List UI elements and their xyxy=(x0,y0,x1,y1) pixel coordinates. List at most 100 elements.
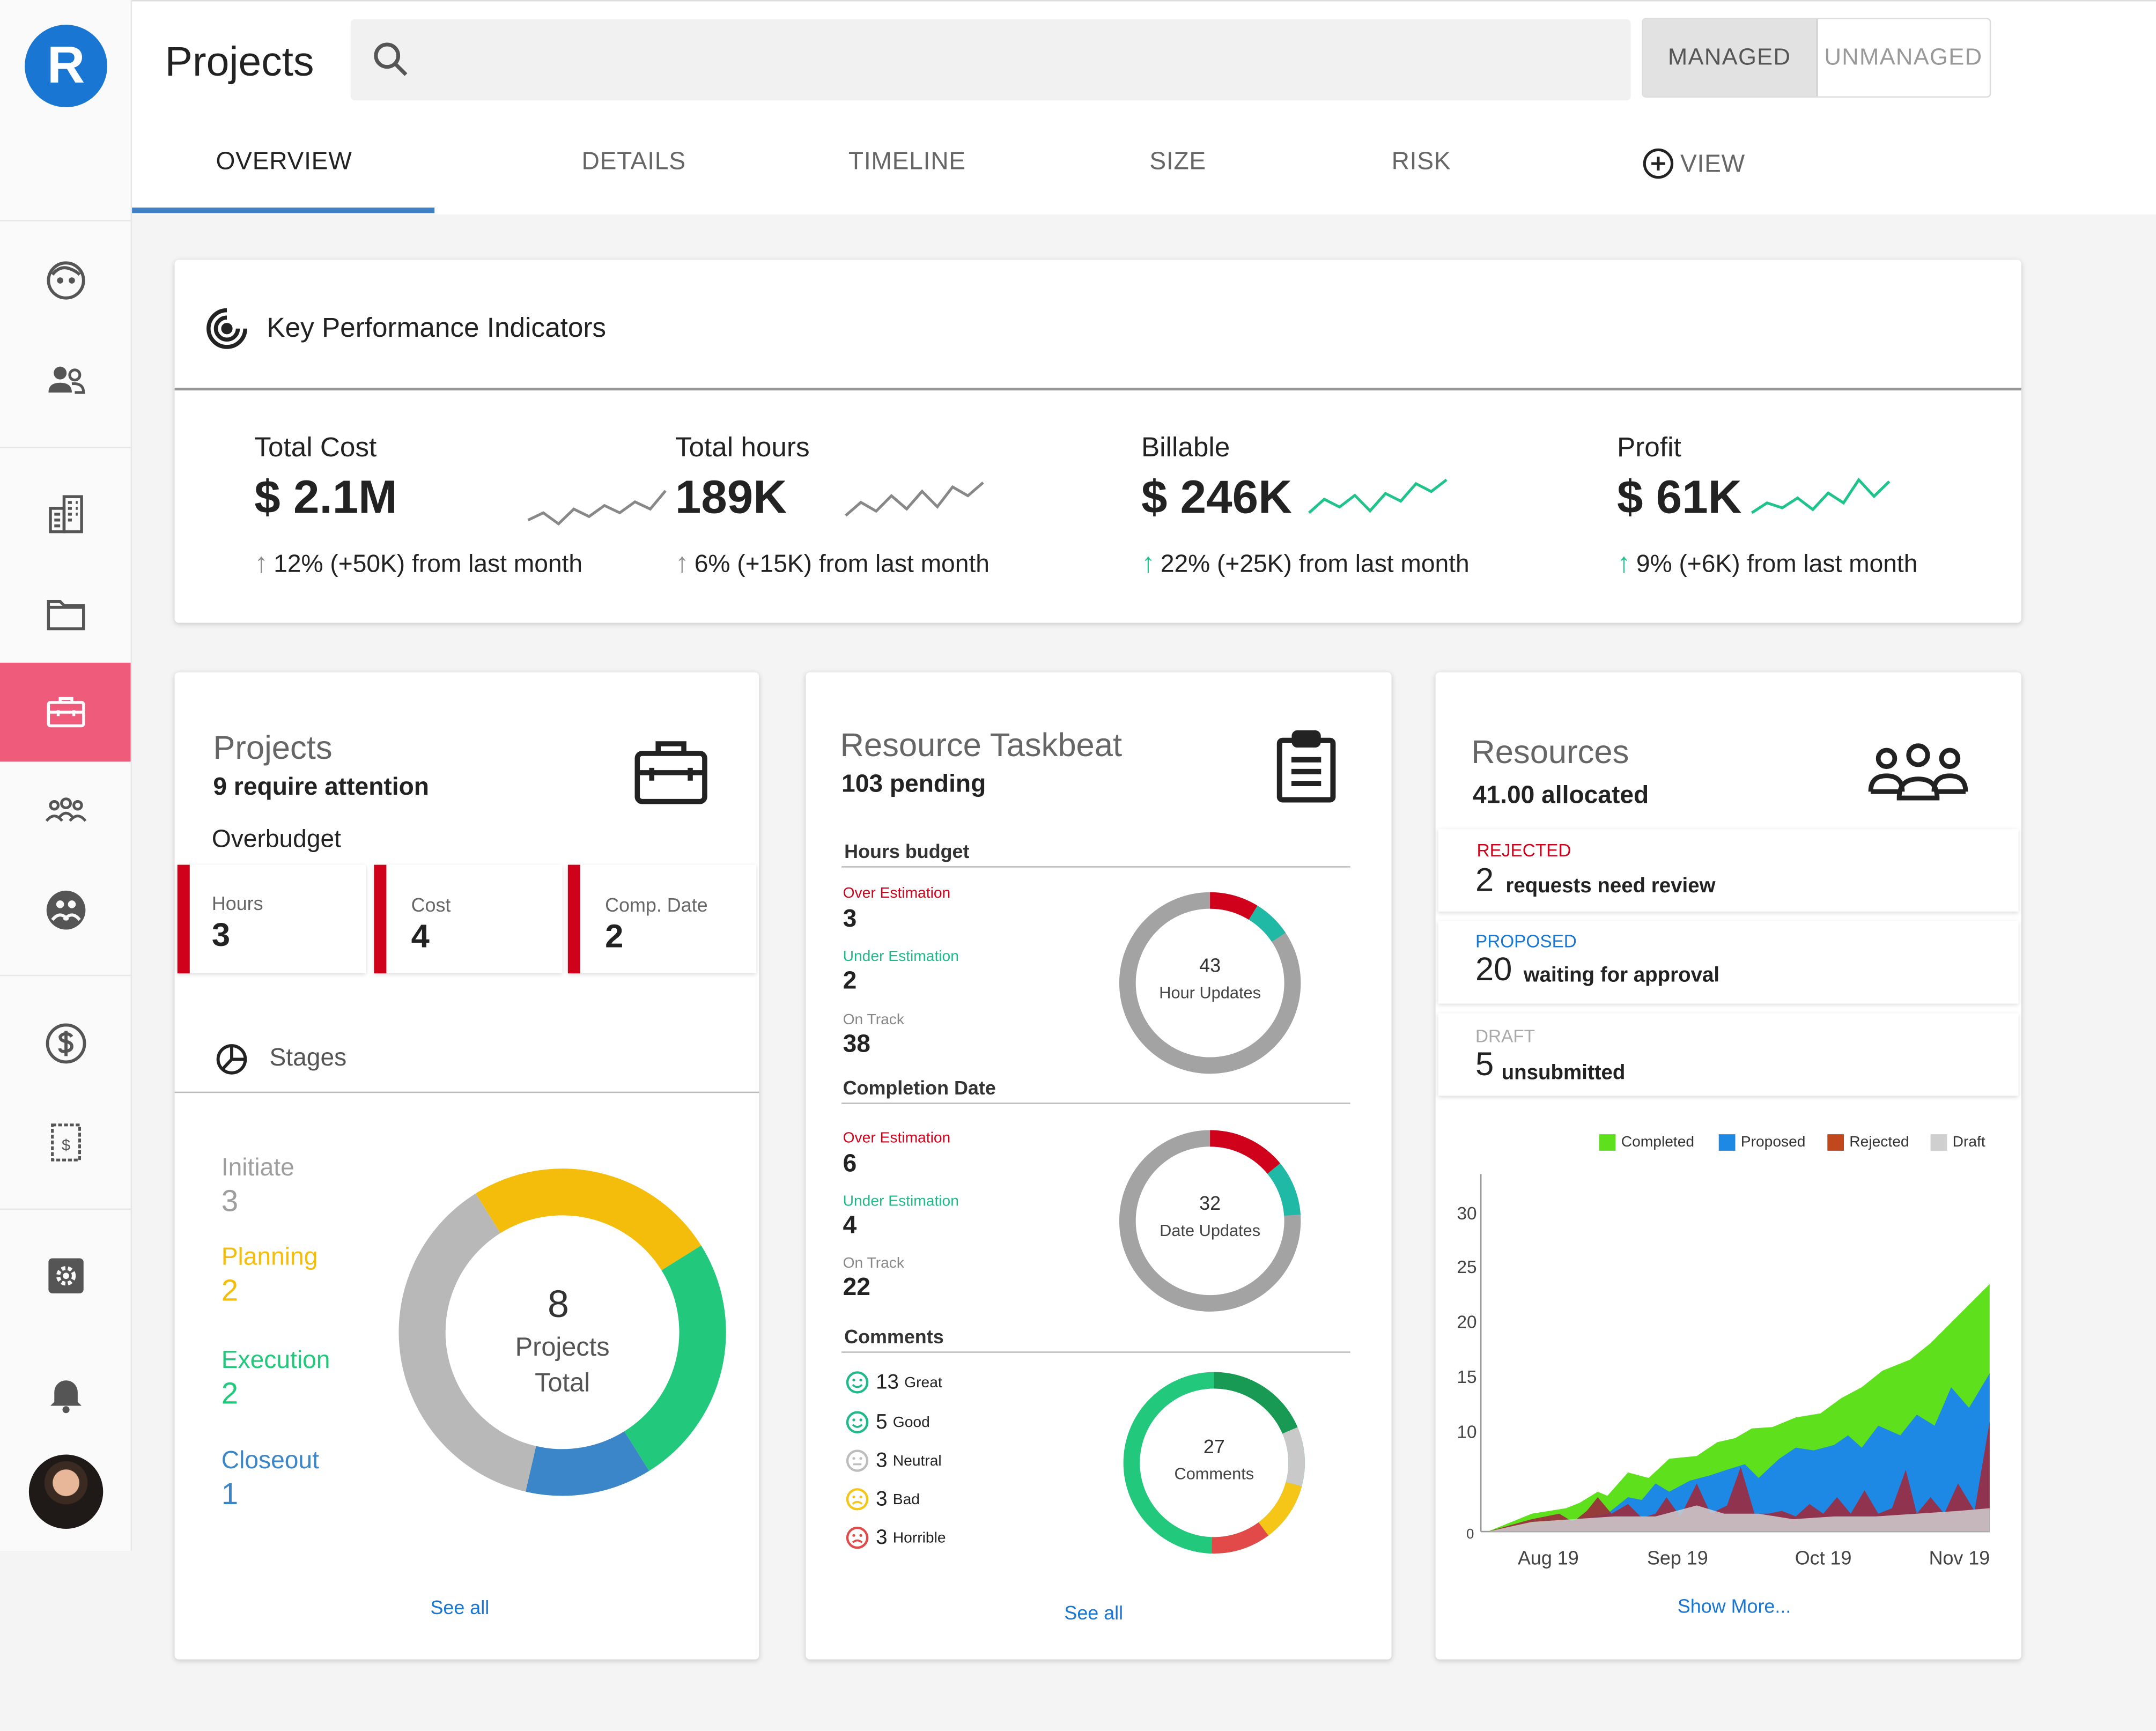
stage-arc xyxy=(525,1431,649,1496)
search-icon xyxy=(374,42,408,76)
taskbeat-subtitle: 103 pending xyxy=(841,770,986,798)
legend-item[interactable]: Proposed xyxy=(1718,1134,1806,1151)
kpi-card: Key Performance Indicators Total Cost $ 2… xyxy=(174,260,2021,623)
hours-donut-chart: 43 Hour Updates xyxy=(1119,892,1301,1074)
completion-title: Completion Date xyxy=(843,1076,996,1099)
resources-subtitle: 41.00 allocated xyxy=(1472,781,1649,809)
taskbeat-title: Resource Taskbeat xyxy=(840,727,1123,765)
legend-item[interactable]: Rejected xyxy=(1827,1134,1909,1151)
nav-bell-icon[interactable] xyxy=(0,1356,131,1433)
comment-item: 5 Good xyxy=(846,1410,930,1434)
kpi-sparkline-line xyxy=(1308,478,1448,514)
nav-folder-icon[interactable] xyxy=(0,575,131,652)
x-tick-label: Sep 19 xyxy=(1647,1548,1708,1569)
area-draft xyxy=(1488,1505,1990,1532)
completion-track-label: On Track xyxy=(843,1255,905,1272)
nav-users-icon[interactable] xyxy=(0,342,131,419)
stages-divider xyxy=(174,1091,759,1093)
nav-settings-icon[interactable] xyxy=(0,1237,131,1314)
comment-count: 3 xyxy=(876,1449,888,1473)
search-input[interactable] xyxy=(350,19,1631,101)
managed-button[interactable]: MANAGED xyxy=(1643,19,1818,97)
comments-divider xyxy=(841,1351,1350,1353)
stages-donut-label-1: Projects xyxy=(515,1333,610,1362)
completion-track-arc xyxy=(1119,1130,1301,1312)
comments-horrible-arc xyxy=(1123,1372,1305,1554)
tab-details[interactable]: DETAILS xyxy=(581,147,686,175)
proposed-box[interactable]: PROPOSED 20 waiting for approval xyxy=(1438,921,2019,1004)
kpi-sparkline xyxy=(1751,477,1891,514)
stage-arc xyxy=(624,1245,726,1471)
arrow-up-icon: ↑ xyxy=(254,548,268,579)
x-tick-label: Oct 19 xyxy=(1795,1548,1852,1569)
hours-over-label: Over Estimation xyxy=(843,885,951,902)
draft-box[interactable]: DRAFT 5 unsubmitted xyxy=(1438,1013,2019,1096)
overbudget-cost[interactable]: Cost 4 xyxy=(374,864,562,974)
completion-over-label: Over Estimation xyxy=(843,1130,951,1147)
overbudget-comp-date[interactable]: Comp. Date 2 xyxy=(567,864,756,974)
stage-value: 3 xyxy=(221,1183,239,1218)
page-title: Projects xyxy=(165,40,314,85)
arrow-up-icon: ↑ xyxy=(1141,548,1155,579)
stages-donut-label-2: Total xyxy=(535,1368,590,1397)
nav-dollar-icon[interactable] xyxy=(0,1005,131,1082)
unmanaged-button[interactable]: UNMANAGED xyxy=(1824,44,1983,70)
kpi-change: ↑ 6% (+15K) from last month xyxy=(675,549,990,580)
overbudget-hours-value: 3 xyxy=(211,917,231,955)
comments-center-value: 27 xyxy=(1203,1436,1225,1458)
tab-risk[interactable]: RISK xyxy=(1391,147,1451,175)
app-logo[interactable]: R xyxy=(25,25,107,107)
resources-title: Resources xyxy=(1471,734,1629,772)
legend-item[interactable]: Draft xyxy=(1930,1134,1985,1151)
projects-see-all-link[interactable]: See all xyxy=(430,1596,490,1618)
nav-team-icon[interactable] xyxy=(0,773,131,850)
resources-show-more-link[interactable]: Show More... xyxy=(1677,1595,1791,1617)
overbudget-hours[interactable]: Hours 3 xyxy=(177,864,366,974)
nav-buildings-icon[interactable] xyxy=(0,476,131,553)
hours-center-label: Hour Updates xyxy=(1159,983,1261,1002)
legend-item[interactable]: Completed xyxy=(1599,1134,1694,1151)
rejected-text: requests need review xyxy=(1505,874,1716,898)
overbudget-comp-date-value: 2 xyxy=(605,918,624,956)
sidebar-divider xyxy=(0,1208,131,1210)
proposed-text: waiting for approval xyxy=(1523,964,1720,987)
hours-budget-title: Hours budget xyxy=(844,840,970,862)
rejected-box[interactable]: REJECTED 2 requests need review xyxy=(1438,828,2019,912)
stages-donut-chart: 8 Projects Total xyxy=(398,1168,726,1496)
comments-neutral-arc xyxy=(1123,1372,1305,1554)
kpi-change: ↑ 22% (+25K) from last month xyxy=(1141,549,1470,580)
kpi-change-text: 12% (+50K) from last month xyxy=(274,550,583,578)
legend-swatch xyxy=(1827,1134,1844,1151)
kpi-title: Key Performance Indicators xyxy=(267,313,607,344)
comments-title: Comments xyxy=(844,1325,944,1348)
taskbeat-see-all-link[interactable]: See all xyxy=(1064,1601,1124,1624)
tab-size[interactable]: SIZE xyxy=(1149,147,1207,175)
tab-overview[interactable]: OVERVIEW xyxy=(216,147,352,175)
comment-count: 5 xyxy=(876,1410,888,1434)
nav-face-icon[interactable] xyxy=(0,242,131,319)
user-avatar[interactable] xyxy=(28,1454,104,1529)
hours-over-value: 3 xyxy=(843,904,857,933)
stage-label: Initiate xyxy=(221,1153,294,1181)
x-tick-label: Nov 19 xyxy=(1929,1548,1990,1569)
legend-label: Draft xyxy=(1952,1134,1985,1151)
hours-budget-divider xyxy=(841,866,1350,868)
nav-invoice-icon[interactable]: $ xyxy=(0,1104,131,1181)
comment-label: Good xyxy=(892,1414,930,1431)
y-tick-label: 10 xyxy=(1457,1423,1476,1442)
stage-value: 2 xyxy=(221,1376,239,1411)
tab-timeline[interactable]: TIMELINE xyxy=(848,147,966,175)
nav-briefcase-icon[interactable] xyxy=(0,662,131,762)
kpi-sparkline xyxy=(527,490,667,526)
completion-donut-chart: 32 Date Updates xyxy=(1119,1130,1301,1312)
stage-label: Closeout xyxy=(221,1446,319,1474)
kpi-sparkline-line xyxy=(845,481,984,517)
nav-family-icon[interactable] xyxy=(0,871,131,949)
tab-add-view[interactable]: VIEW xyxy=(1642,147,1745,180)
stage-arc xyxy=(398,1193,537,1492)
stage-label: Planning xyxy=(221,1242,318,1270)
people-group-icon xyxy=(1868,743,1968,801)
kpi-sparkline-line xyxy=(527,490,667,526)
kpi-sparkline-line xyxy=(1751,477,1891,514)
proposed-count: 20 xyxy=(1475,951,1512,989)
